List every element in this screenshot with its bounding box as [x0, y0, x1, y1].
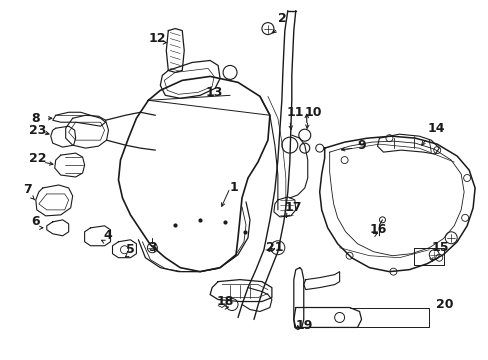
Text: 4: 4: [103, 229, 112, 242]
Text: 17: 17: [285, 201, 302, 215]
Text: 16: 16: [369, 223, 386, 236]
Text: 21: 21: [265, 241, 283, 254]
Text: 13: 13: [205, 86, 222, 99]
Text: 11: 11: [286, 106, 304, 119]
Text: 23: 23: [29, 124, 46, 137]
Text: 15: 15: [430, 241, 448, 254]
Text: 9: 9: [357, 139, 366, 152]
Text: 5: 5: [126, 243, 135, 256]
Text: 22: 22: [29, 152, 46, 165]
Text: 6: 6: [31, 215, 40, 228]
Text: 7: 7: [23, 184, 32, 197]
Text: 3: 3: [148, 241, 157, 254]
Text: 12: 12: [148, 32, 165, 45]
Text: 20: 20: [435, 298, 453, 311]
Text: 19: 19: [295, 319, 312, 332]
Text: 8: 8: [31, 112, 40, 125]
Text: 2: 2: [277, 12, 286, 25]
Text: 14: 14: [427, 122, 444, 135]
Text: 10: 10: [304, 106, 322, 119]
Text: 18: 18: [216, 295, 233, 308]
Text: 1: 1: [229, 181, 238, 194]
